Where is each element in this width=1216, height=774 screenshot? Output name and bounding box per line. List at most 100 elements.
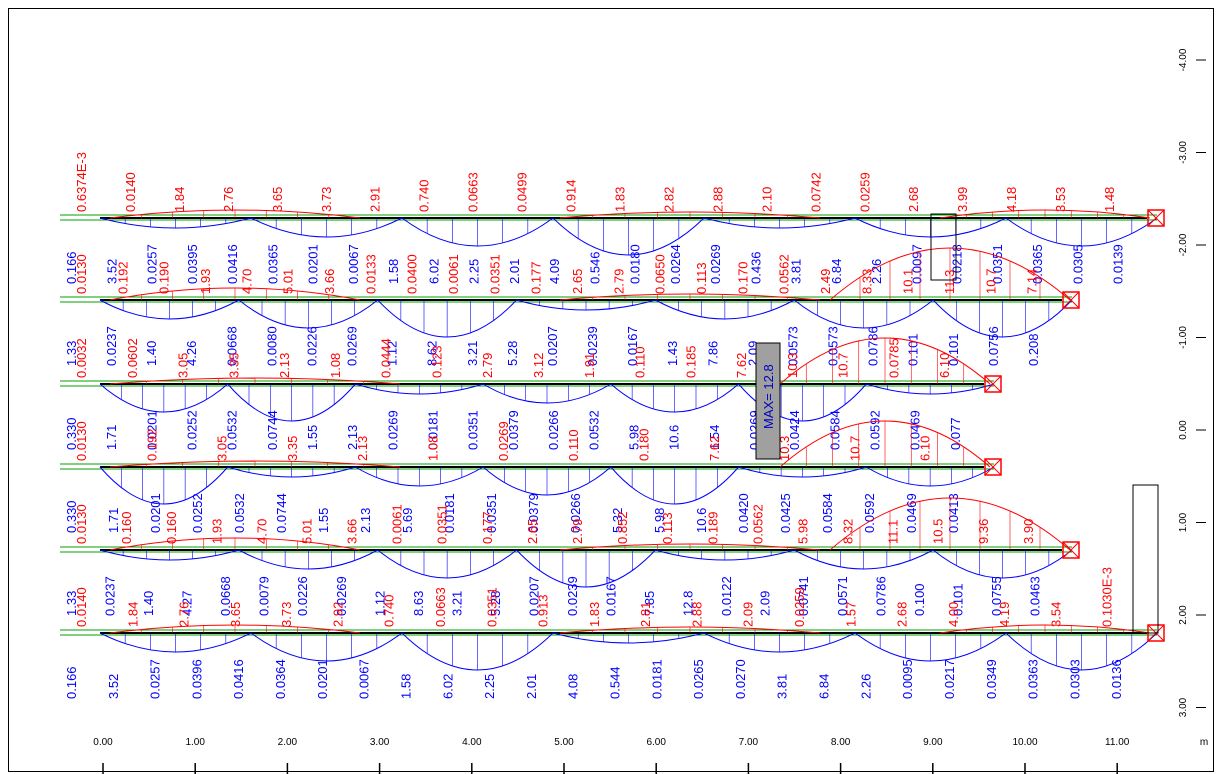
moment-label-top: 0.740 — [382, 594, 397, 627]
moment-label-top: 7.14 — [1025, 269, 1040, 294]
moment-label-top: 2.88 — [710, 187, 725, 212]
moment-label-bottom: 0.0207 — [545, 326, 560, 366]
moment-label-top: 0.180 — [636, 428, 651, 461]
moment-label-bottom: 0.0744 — [265, 410, 280, 450]
moment-label-bottom: 1.71 — [104, 425, 119, 450]
moment-label-top: 5.98 — [795, 519, 810, 544]
moment-label-top: 1.08 — [328, 353, 343, 378]
moment-label-bottom: 0.0067 — [357, 659, 372, 699]
moment-label-top: 0.0351 — [484, 587, 499, 627]
moment-label-bottom: 6.02 — [440, 674, 455, 699]
moment-label-bottom: 1.12 — [385, 341, 400, 366]
moment-label-top: 0.0130 — [74, 504, 89, 544]
x-tick-label: 9.00 — [923, 737, 943, 748]
moment-label-bottom: 0.0741 — [796, 576, 811, 616]
x-tick-label: 7.00 — [739, 737, 759, 748]
moment-label-bottom: 0.0365 — [265, 244, 280, 284]
moment-label-bottom: 1.40 — [141, 591, 156, 616]
moment-label-bottom: 2.09 — [758, 591, 773, 616]
moment-label-bottom: 0.0079 — [257, 576, 272, 616]
y-tick-label: 1.00 — [1178, 512, 1189, 532]
moment-label-bottom: 0.0420 — [736, 493, 751, 533]
moment-label-bottom: 0.0239 — [565, 576, 580, 616]
moment-label-top: 1.08 — [426, 436, 441, 461]
beam-1: 0.6374E-3 0.0140 1.84 2.76 3.65 3.73 2.91 0.740… — [60, 152, 1165, 284]
moment-label-bottom: 0.0424 — [787, 410, 802, 450]
moment-label-top: 3.05 — [176, 353, 191, 378]
moment-label-bottom: 0.0207 — [526, 576, 541, 616]
moment-label-top: 2.13 — [277, 353, 292, 378]
moment-label-bottom: 0.0379 — [506, 410, 521, 450]
moment-label-top: 3.35 — [226, 353, 241, 378]
moment-label-top: 7.62 — [734, 353, 749, 378]
moment-label-top: 2.92 — [330, 602, 345, 627]
beam-2: 0.0130 0.192 0.190 1.93 4.70 5.01 3.66 0.0133 0.… — [60, 247, 1080, 366]
moment-label-bottom: 0.0139 — [1111, 244, 1126, 284]
moment-label-top: 1.83 — [613, 187, 628, 212]
moment-label-bottom: 12.8 — [681, 591, 696, 616]
moment-label-top: 0.913 — [536, 594, 551, 627]
moment-label-top: 0.0663 — [433, 587, 448, 627]
support-icon — [1062, 291, 1080, 309]
moment-label-top: 0.0351 — [487, 254, 502, 294]
moment-label-bottom: 0.0584 — [827, 410, 842, 450]
x-axis-unit: m — [1200, 737, 1208, 748]
moment-label-top: 10.3 — [785, 353, 800, 378]
moment-label-bottom: 0.0181 — [426, 410, 441, 450]
moment-label-top: 1.57 — [843, 602, 858, 627]
moment-label-bottom: 0.0266 — [568, 493, 583, 533]
beam-5: 0.0130 0.160 0.160 1.93 4.70 5.01 3.66 0.0061 0.… — [60, 497, 1080, 616]
moment-label-bottom: 1.58 — [398, 674, 413, 699]
moment-label-top: 2.68 — [895, 602, 910, 627]
moment-label-top: 0.177 — [480, 511, 495, 544]
moment-label-bottom: 0.0252 — [185, 410, 200, 450]
moment-label-bottom: 0.0573 — [785, 326, 800, 366]
moment-label-top: 0.110 — [566, 429, 581, 461]
moment-label-top: 3.53 — [1053, 187, 1068, 212]
moment-label-top: 0.160 — [164, 511, 179, 544]
moment-label-top: 2.88 — [689, 602, 704, 627]
moment-label-top: 0.0785 — [886, 338, 901, 378]
moment-label-top: 0.192 — [144, 428, 159, 461]
moment-label-bottom: 1.55 — [316, 508, 331, 533]
moment-label-bottom: 2.13 — [345, 425, 360, 450]
moment-label-bottom: 0.0201 — [144, 410, 159, 450]
moment-label-bottom: 0.0095 — [900, 659, 915, 699]
moment-label-top: 0.0130 — [74, 254, 89, 294]
moment-label-bottom: 0.0584 — [820, 493, 835, 533]
moment-label-top: 10.5 — [931, 519, 946, 544]
moment-label-bottom: 7.86 — [705, 341, 720, 366]
moment-label-top: 11.1 — [886, 520, 901, 544]
x-tick-label: 1.00 — [185, 737, 205, 748]
moment-label-bottom: 1.71 — [106, 508, 121, 533]
moment-label-top: 10.7 — [836, 353, 851, 378]
moment-label-top: 2.68 — [906, 187, 921, 212]
moment-label-top: 3.90 — [1021, 519, 1036, 544]
y-tick-label: 0.00 — [1178, 420, 1189, 440]
moment-label-top: 4.18 — [1004, 187, 1019, 212]
moment-label-top: 4.70 — [254, 519, 269, 544]
moment-label-bottom: 0.0744 — [274, 493, 289, 533]
moment-label-bottom: 6.84 — [829, 259, 844, 284]
moment-label-bottom: 0.0416 — [231, 659, 246, 699]
moment-label-top: 0.0259 — [792, 587, 807, 627]
moment-label-bottom: 1.12 — [372, 591, 387, 616]
moment-label-bottom: 6.84 — [817, 674, 832, 699]
moment-label-top: 0.0602 — [125, 338, 140, 378]
moment-label-bottom: 0.0786 — [873, 576, 888, 616]
moment-label-top: 3.35 — [285, 436, 300, 461]
moment-label-bottom: 0.0755 — [989, 576, 1004, 616]
moment-label-bottom: 2.01 — [524, 674, 539, 699]
moment-label-bottom: 0.0269 — [708, 244, 723, 284]
moment-label-top: 2.49 — [818, 269, 833, 294]
moment-label-bottom: 0.0365 — [1030, 244, 1045, 284]
moment-label-bottom: 0.0181 — [649, 659, 664, 699]
moment-label-top: 2.79 — [480, 353, 495, 378]
moment-label-top: 2.65 — [570, 269, 585, 294]
moment-label-bottom: 0.0226 — [304, 326, 319, 366]
moment-label-bottom: 0.0571 — [835, 576, 850, 616]
moment-label-bottom: 10.6 — [667, 425, 682, 450]
moment-label-top: 0.189 — [705, 511, 720, 544]
moment-label-bottom: 0.166 — [64, 251, 79, 284]
